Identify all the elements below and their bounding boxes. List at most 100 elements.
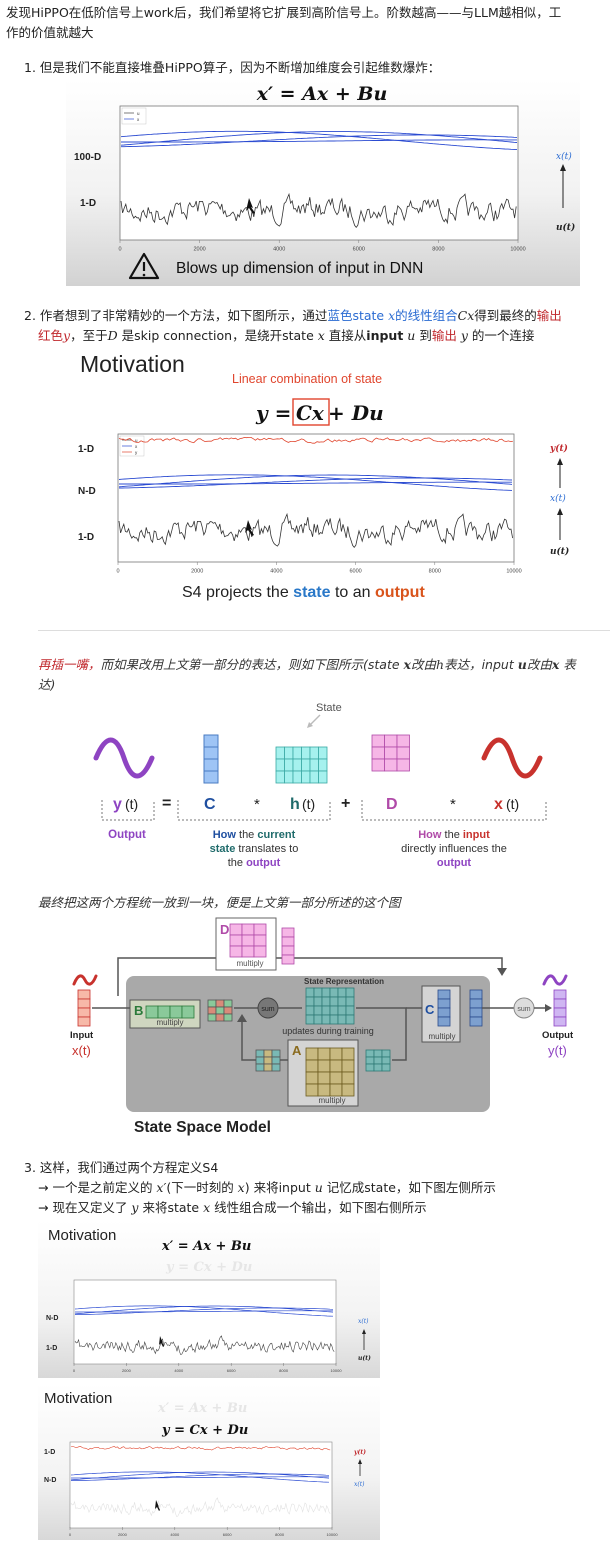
note-text: 改由	[526, 657, 552, 672]
tick-label: 2000	[118, 1532, 128, 1537]
text-segment: → 一个是之前定义的	[38, 1180, 157, 1195]
grid-cell	[321, 987, 331, 998]
cursor-icon	[159, 1336, 164, 1347]
text-segment: 来将state	[138, 1200, 204, 1215]
caption-part: S4 projects the	[182, 584, 293, 601]
grid-cell	[329, 1071, 343, 1085]
d-label: D	[386, 796, 398, 813]
text-segment: ) 来将input	[244, 1180, 315, 1195]
label-1d: 1-D	[44, 1449, 55, 1456]
grid-cell	[253, 923, 267, 936]
output-y-label: y(t)	[548, 1043, 567, 1058]
grid-cell	[305, 1059, 319, 1073]
note-paragraph: 再插一嘴，而如果改用上文第一部分的表达，则如下图所示(state x改由h表达，…	[38, 655, 610, 695]
grid-cell	[223, 1013, 233, 1022]
tick-label: 4000	[174, 1368, 184, 1373]
vector-d-out	[281, 927, 295, 965]
grid-cell	[345, 1005, 355, 1016]
legend: u x y	[119, 435, 145, 457]
output-label: Output	[542, 1030, 574, 1041]
figure-motivation-right: Motivation x′ = Ax + Bu y = Cx + Du 1-D …	[38, 1384, 380, 1540]
math-u: u	[403, 328, 416, 343]
grid-cell	[305, 1071, 319, 1085]
figure-ssm-diagram-svg: D multiply Input x(t) B multiply sum Sta…	[70, 917, 574, 1136]
math-y: y	[63, 328, 71, 343]
x-ticks: 0 2000 4000 6000 8000 10000	[116, 562, 522, 575]
input-x-label: x(t)	[72, 1043, 91, 1058]
output-signal	[70, 1446, 331, 1451]
output-wave-icon	[542, 974, 568, 986]
intro-paragraph: 发现HiPPO在低阶信号上work后，我们希望将它扩展到高阶信号上。阶数越高——…	[6, 3, 612, 43]
grid-cell	[255, 1056, 265, 1065]
plot-area	[119, 105, 519, 241]
note-text: 而如果改用上文第一部分的表达，则如下图所示(state	[100, 657, 404, 672]
grid-cell	[321, 1005, 331, 1016]
grid-cell	[215, 999, 225, 1008]
note-unify: 最终把这两个方程统一放到一块，便是上文第一部分所述的这个图	[38, 895, 401, 910]
grid-cell	[329, 1047, 343, 1061]
legend-x: x	[137, 117, 140, 122]
grid-cell	[284, 758, 294, 772]
tick-label: 8000	[432, 247, 444, 253]
fig-title: Motivation	[48, 1227, 116, 1244]
grid-cell	[253, 934, 267, 947]
tick-label: 6000	[227, 1368, 237, 1373]
how-input-line1: How the input	[418, 829, 490, 841]
tick-label: 6000	[223, 1532, 233, 1537]
grid-cell	[371, 746, 385, 760]
label-ut: u(t)	[550, 546, 569, 557]
matrix-d	[371, 734, 410, 772]
math-x: x	[388, 308, 396, 323]
figure-s4-motivation-svg: Motivation Linear combination of state y…	[78, 351, 569, 601]
eq-output-faded: y = Cx + Du	[165, 1260, 252, 1275]
label-nd: N-D	[78, 486, 96, 497]
state-lines	[118, 474, 513, 491]
text-red: 红色	[38, 328, 64, 343]
grid-cell	[341, 1059, 355, 1073]
x-ticks: 0 2000 4000 6000 8000 10000	[69, 1527, 338, 1537]
intro-line-1: 发现HiPPO在低阶信号上work后，我们希望将它扩展到高阶信号上。阶数越高——…	[6, 5, 562, 20]
grid-cell	[384, 746, 398, 760]
current-word: current	[257, 829, 295, 841]
grid-cell	[341, 1083, 355, 1097]
grid-cell	[317, 1071, 331, 1085]
grid-cell	[318, 746, 328, 760]
grid-cell	[329, 1059, 343, 1073]
figure-ssm-diagram: D multiply Input x(t) B multiply sum Sta…	[66, 916, 580, 1144]
state-lines	[74, 1305, 334, 1317]
figure-motivation-right-svg: Motivation x′ = Ax + Bu y = Cx + Du 1-D …	[38, 1384, 380, 1540]
how-word: How	[213, 829, 237, 841]
how-text: translates to	[235, 843, 298, 855]
grid-cell	[263, 1063, 273, 1072]
text-red-output: 输出	[431, 328, 457, 343]
ssm-title: State Space Model	[134, 1119, 271, 1136]
math-x: x	[403, 657, 411, 672]
bullet-2: → 现在又定义了 y 来将state x 线性组合成一个输出，如下图右侧所示	[24, 1198, 610, 1218]
tick-label: 8000	[275, 1532, 285, 1537]
grid-cell	[371, 734, 385, 748]
grid-cell	[263, 1049, 273, 1058]
grid-cell	[365, 1063, 375, 1072]
label-ut: u(t)	[358, 1355, 371, 1362]
grid-cell	[215, 1013, 225, 1022]
x-ticks: 0 2000 4000 6000 8000 10000	[118, 240, 526, 253]
label-yt: y(t)	[353, 1449, 366, 1456]
text-blue-state: 蓝色state	[327, 308, 389, 323]
arrow-head-icon	[557, 508, 563, 515]
caption-output: output	[375, 584, 425, 601]
bullet-1: → 一个是之前定义的 x′(下一时刻的 x) 来将input u 记忆成stat…	[24, 1178, 610, 1198]
warning-text: Blows up dimension of input in DNN	[176, 260, 423, 277]
grid-cell	[229, 934, 243, 947]
grid-cell	[301, 770, 311, 784]
grid-cell	[271, 1049, 281, 1058]
state-line	[118, 474, 513, 491]
grid-cell	[321, 996, 331, 1007]
label-1d-bottom: 1-D	[78, 532, 94, 543]
grid-cell	[345, 1014, 355, 1025]
text-segment: 到	[415, 328, 432, 343]
grid-cell	[253, 945, 267, 958]
list-number: 1.	[24, 60, 36, 75]
label-xt: x(t)	[550, 493, 566, 504]
figure-s4-motivation: Motivation Linear combination of state y…	[66, 348, 580, 610]
times-sign: *	[254, 796, 260, 813]
